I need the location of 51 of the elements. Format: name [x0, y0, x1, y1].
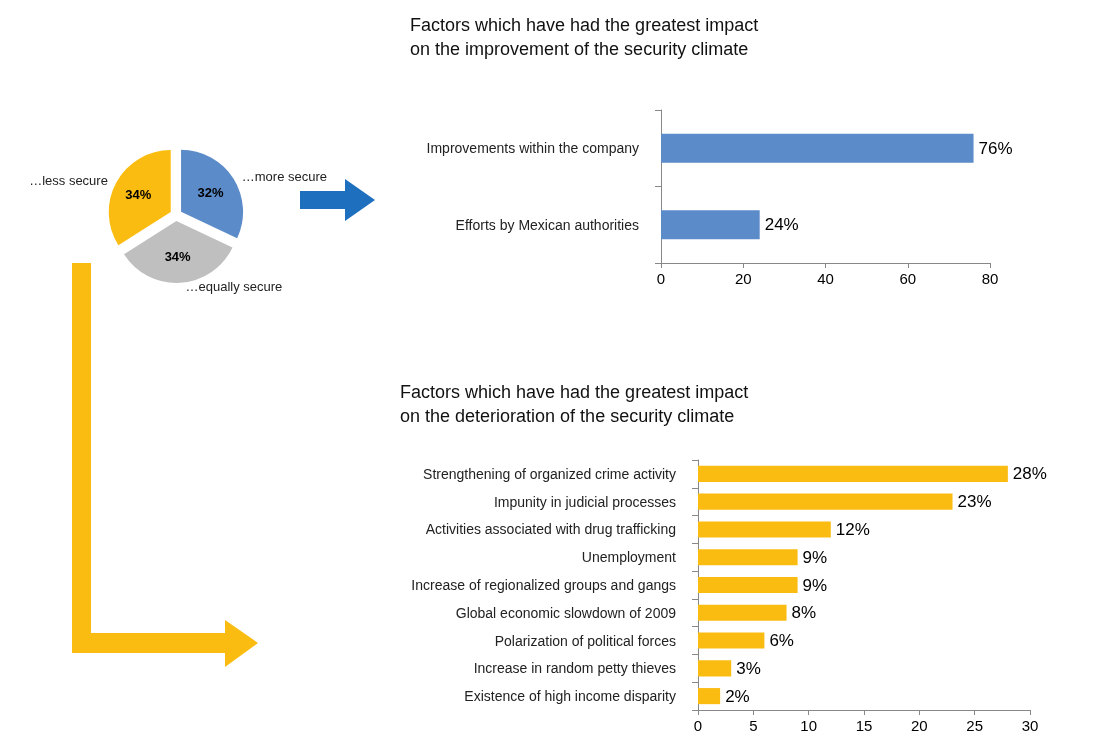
data-label: 76%	[978, 138, 1013, 158]
x-tick-label: 5	[749, 717, 758, 733]
data-label: 3%	[736, 658, 761, 678]
x-tick-label: 0	[656, 270, 666, 287]
bar	[698, 688, 721, 705]
y-tick-label: Strengthening of organized crime activity	[423, 465, 676, 482]
bar	[698, 521, 831, 538]
x-tick-label: 20	[910, 717, 928, 733]
data-label: 34%	[164, 248, 192, 264]
data-label: 23%	[957, 492, 992, 512]
data-label: 34%	[125, 186, 152, 202]
bar	[698, 576, 798, 594]
y-tick-label: Impunity in judicial processes	[493, 493, 676, 510]
y-tick-label: Increase of regionalized groups and gangs	[411, 577, 676, 593]
x-tick-label: 30	[1021, 717, 1039, 733]
x-tick-label: 80	[981, 270, 999, 287]
chart-title: Factors which have had the greatest impact on the improvement of the security climate	[410, 15, 759, 59]
y-tick-label: Unemployment	[581, 549, 677, 566]
data-label: 6%	[769, 631, 794, 651]
bar	[698, 465, 1008, 482]
y-tick-label: Increase in random petty thieves	[473, 660, 676, 677]
y-tick-label: Global economic slowdown of 2009	[455, 604, 677, 621]
data-label: 9%	[802, 547, 828, 567]
slice-label: …equally secure	[185, 279, 283, 295]
data-label: 24%	[764, 215, 799, 235]
slice-label: …more secure	[241, 168, 328, 184]
x-tick-label: 25	[966, 717, 984, 733]
bar	[698, 493, 953, 510]
chart-title: Factors which have had the greatest impact on the deterioration of the security climate	[400, 382, 749, 426]
x-tick-label: 15	[855, 717, 873, 733]
data-label: 12%	[835, 519, 870, 539]
bar	[698, 632, 765, 649]
x-tick-label: 20	[734, 270, 752, 287]
x-tick-label: 0	[693, 717, 703, 733]
y-tick-label: Polarization of political forces	[494, 632, 676, 649]
y-tick-label: Existence of high income disparity	[464, 688, 676, 705]
x-tick-label: 40	[817, 270, 834, 287]
bar	[698, 549, 798, 566]
slice-label: …less secure	[29, 172, 108, 188]
y-tick-label: Efforts by Mexican authorities	[455, 216, 639, 233]
data-label: 9%	[802, 575, 828, 595]
y-tick-label: Activities associated with drug trafficking	[425, 521, 676, 538]
data-label: 32%	[197, 184, 224, 200]
y-tick-label: Improvements within the company	[426, 140, 639, 157]
data-label: 2%	[725, 686, 750, 706]
data-label: 8%	[791, 603, 817, 623]
bar	[698, 604, 787, 621]
bar	[698, 660, 732, 677]
x-tick-label: 60	[899, 270, 917, 287]
x-tick-label: 10	[800, 717, 818, 733]
data-label: 28%	[1012, 464, 1047, 484]
